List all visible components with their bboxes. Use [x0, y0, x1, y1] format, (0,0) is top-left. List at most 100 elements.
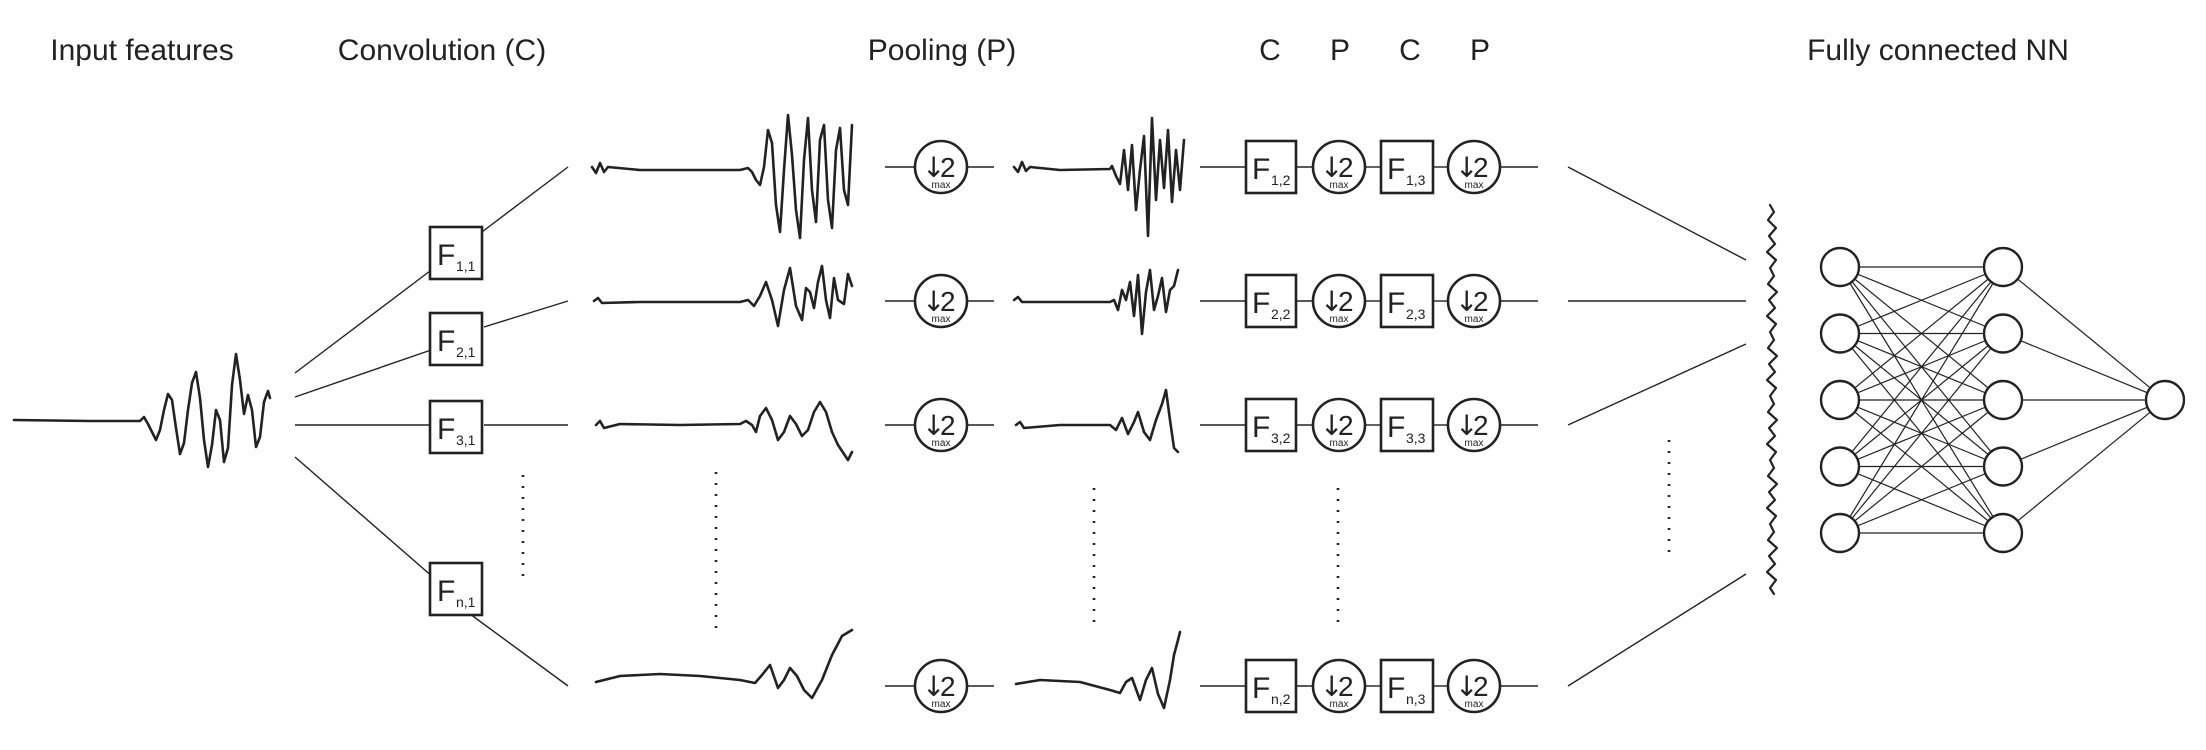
fully-connected-network: [1819, 246, 2186, 554]
filter-block-fn-2: F n,2: [1244, 658, 1298, 714]
pool-op-label: max: [1465, 699, 1484, 710]
nn-node: [1819, 512, 1861, 554]
down-arrow-icon: ↓: [1320, 151, 1343, 184]
max-pool-op-3-row3: ↓ 2 max: [1446, 397, 1502, 453]
down-arrow-icon: ↓: [1320, 670, 1343, 703]
feature-signal-row1: [590, 113, 854, 240]
nn-connection: [1839, 266, 2004, 534]
filter-subscript: 1,2: [1271, 172, 1291, 188]
pool-factor: 2: [1473, 152, 1489, 183]
filter-block-f3-2: F 3,2: [1244, 397, 1298, 453]
filter-block-f2-3: F 2,3: [1379, 273, 1435, 329]
down-arrow-icon: ↓: [1455, 151, 1478, 184]
connector-line: [294, 456, 435, 579]
down-arrow-icon: ↓: [922, 670, 945, 703]
down-arrow-icon: ↓: [1320, 409, 1343, 442]
filter-subscript: n,2: [1271, 691, 1291, 707]
pool-op-label: max: [1465, 314, 1484, 325]
nn-output-node: [2144, 379, 2186, 421]
max-pool-op-2-row3: ↓ 2 max: [1311, 397, 1367, 453]
filter-block-fn-1: F n,1: [428, 561, 484, 617]
filter-letter: F: [1387, 153, 1405, 186]
filter-letter: F: [1252, 153, 1270, 186]
nn-connection: [1839, 266, 2004, 467]
filter-subscript: 1,1: [456, 258, 476, 274]
nn-node: [1982, 446, 2024, 487]
max-pool-op-rown: ↓ 2 max: [913, 658, 969, 714]
pooled-signal-row3: [1014, 388, 1180, 454]
filter-letter: F: [1387, 411, 1405, 444]
filter-block-f2-2: F 2,2: [1244, 273, 1298, 329]
nn-node: [1819, 379, 1861, 421]
pool-op-label: max: [932, 699, 951, 710]
pool-factor: 2: [940, 671, 956, 702]
feature-signal-row3: [594, 400, 854, 462]
connector-line: [469, 613, 569, 687]
heading-fully-connected-nn: Fully connected NN: [1807, 34, 2069, 67]
connector-line: [1567, 343, 1747, 426]
filter-subscript: 1,3: [1406, 172, 1426, 188]
heading-convolution-3: C: [1399, 34, 1421, 67]
pool-op-label: max: [932, 314, 951, 325]
nn-connection: [1839, 399, 2004, 534]
heading-pooling: Pooling (P): [868, 34, 1016, 67]
nn-connection: [1839, 333, 2004, 534]
down-arrow-icon: ↓: [1455, 670, 1478, 703]
filter-subscript: n,1: [456, 594, 476, 610]
pool-op-label: max: [1330, 438, 1349, 449]
max-pool-op-2-rown: ↓ 2 max: [1311, 658, 1367, 714]
filter-letter: F: [1252, 287, 1270, 320]
max-pool-op-2-row2: ↓ 2 max: [1311, 273, 1367, 329]
heading-convolution-2: C: [1259, 34, 1281, 67]
feature-signal-rown: [594, 628, 854, 700]
pool-op-label: max: [1465, 180, 1484, 191]
filter-letter: F: [1252, 411, 1270, 444]
filter-letter: F: [1387, 287, 1405, 320]
pool-factor: 2: [1473, 671, 1489, 702]
filter-subscript: 2,3: [1406, 306, 1426, 322]
filter-letter: F: [437, 413, 455, 446]
max-pool-op-2-row1: ↓ 2 max: [1311, 139, 1367, 195]
pool-factor: 2: [1338, 152, 1354, 183]
pool-factor: 2: [940, 410, 956, 441]
pool-op-label: max: [1330, 180, 1349, 191]
filter-letter: F: [437, 575, 455, 608]
nn-connection: [1839, 266, 2004, 335]
pool-factor: 2: [1473, 286, 1489, 317]
filter-block-f1-2: F 1,2: [1244, 139, 1298, 195]
filter-block-f3-1: F 3,1: [428, 399, 484, 455]
filter-letter: F: [1387, 672, 1405, 705]
filter-letter: F: [1252, 672, 1270, 705]
filter-subscript: 3,1: [456, 432, 476, 448]
connector-line: [294, 267, 435, 374]
filter-subscript: 3,2: [1271, 430, 1291, 446]
pool-factor: 2: [1338, 410, 1354, 441]
nn-connection: [2002, 399, 2166, 534]
pool-op-label: max: [932, 180, 951, 191]
down-arrow-icon: ↓: [1320, 285, 1343, 318]
pool-op-label: max: [1330, 699, 1349, 710]
nn-connection: [1839, 266, 2004, 401]
filter-block-f1-1: F 1,1: [428, 225, 484, 281]
pool-op-label: max: [1465, 438, 1484, 449]
nn-connection: [2002, 266, 2166, 401]
connector-line: [294, 348, 435, 398]
connector-line: [483, 300, 569, 328]
pooled-signal-rown: [1014, 630, 1182, 710]
pool-factor: 2: [1338, 671, 1354, 702]
nn-node: [1819, 246, 1861, 288]
down-arrow-icon: ↓: [922, 409, 945, 442]
down-arrow-icon: ↓: [922, 151, 945, 184]
flattened-feature-vector: [1765, 203, 1779, 596]
max-pool-op-3-row2: ↓ 2 max: [1446, 273, 1502, 329]
filter-block-f3-3: F 3,3: [1379, 397, 1435, 453]
pool-op-label: max: [1330, 314, 1349, 325]
nn-node: [1982, 246, 2024, 288]
nn-node: [1819, 313, 1861, 354]
nn-node: [1982, 313, 2024, 354]
filter-block-fn-3: F n,3: [1379, 658, 1435, 714]
down-arrow-icon: ↓: [922, 285, 945, 318]
filter-subscript: 2,1: [456, 344, 476, 360]
max-pool-op-row2: ↓ 2 max: [913, 273, 969, 329]
